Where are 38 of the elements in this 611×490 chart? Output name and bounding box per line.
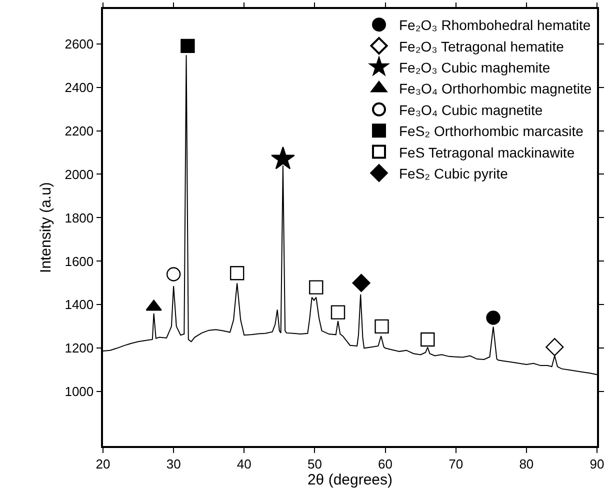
x-tick-label: 90 <box>590 456 604 472</box>
x-tick-label: 80 <box>519 456 534 472</box>
y-tick-label: 1200 <box>64 340 94 356</box>
legend-label: Fe₃O₄ Cubic magnetite <box>399 102 543 118</box>
point <box>271 146 295 170</box>
legend-label: Fe₃O₄ Orthorhombic magnetite <box>399 80 592 97</box>
x-tick-label: 40 <box>236 456 252 472</box>
x-axis-title: 2θ (degrees) <box>307 471 393 488</box>
point <box>486 310 500 325</box>
x-tick-label: 20 <box>96 456 110 472</box>
x-tick-label: 60 <box>378 456 393 472</box>
y-tick-label: 2600 <box>64 36 94 52</box>
legend-label: Fe₂O₃ Rhombohedral hematite <box>399 17 591 34</box>
point <box>166 267 181 282</box>
point <box>230 266 244 280</box>
point <box>330 305 346 320</box>
y-tick-label: 1800 <box>64 210 94 226</box>
y-tick-label: 2200 <box>64 123 94 138</box>
legend-label: FeS₂ Cubic pyrite <box>399 165 508 182</box>
point <box>180 38 195 54</box>
y-tick-label: 1400 <box>64 297 94 312</box>
y-tick-label: 2000 <box>64 166 94 182</box>
x-tick-label: 50 <box>307 456 322 472</box>
x-tick-label: 30 <box>166 456 181 472</box>
y-tick-label: 2400 <box>64 80 94 95</box>
legend-label: Fe₂O₃ Cubic maghemite <box>399 59 550 76</box>
point <box>374 319 389 334</box>
point <box>309 280 324 294</box>
legend-label: Fe₂O₃ Tetragonal hematite <box>399 38 564 54</box>
point <box>546 338 564 356</box>
point <box>352 274 370 292</box>
y-axis-title: Intensity (a.u) <box>37 182 54 273</box>
legend-label: FeS₂ Orthorhombic marcasite <box>399 123 584 140</box>
y-tick-label: 1000 <box>64 384 94 400</box>
y-tick-label: 1600 <box>64 254 94 269</box>
legend-label: FeS Tetragonal mackinawite <box>399 144 575 160</box>
point <box>420 332 435 347</box>
x-tick-label: 70 <box>448 456 464 472</box>
